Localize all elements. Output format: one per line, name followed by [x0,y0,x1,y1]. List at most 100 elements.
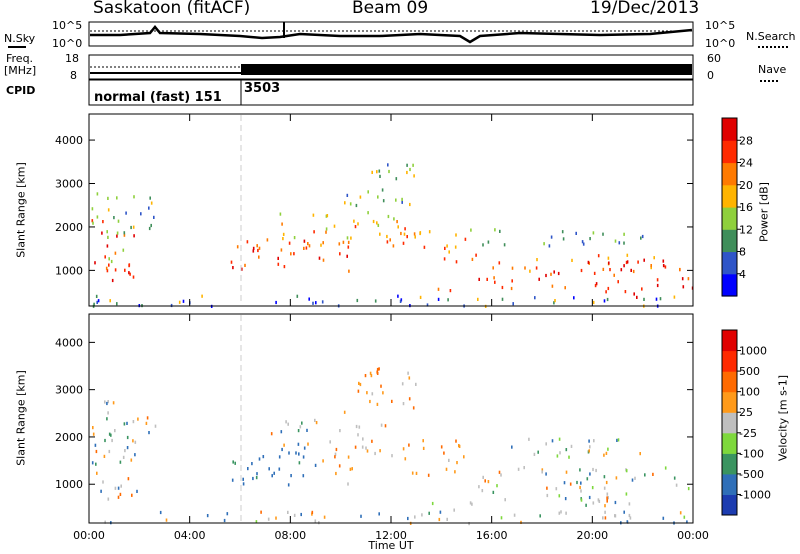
velocity-cell [603,453,605,457]
velocity-cell [134,453,136,457]
velocity-cell [415,382,417,386]
velocity-cell [546,493,549,498]
power-cell [580,268,583,273]
power-cell [437,287,440,291]
power-cell [478,277,480,281]
velocity-cell [100,489,102,493]
power-cell [551,284,554,288]
velocity-cell [568,455,570,459]
velocity-cell [382,391,384,395]
power-ylabel: Slant Range [km] [14,162,28,258]
freq-panel-frame [88,54,694,80]
velocity-cell [401,382,404,386]
velocity-colorbar-tick-label: -25 [739,427,757,440]
power-cell [303,239,306,243]
noise-left-tick-top: 10^5 [52,19,83,32]
velocity-cell [454,470,456,474]
power-cell [643,297,645,301]
power-cell [129,272,131,276]
velocity-cell [376,367,379,372]
velocity-cell [580,489,582,493]
beam-title: Beam 09 [352,0,429,18]
power-cell [201,294,203,298]
velocity-cell [644,473,646,477]
power-cell [102,220,104,224]
power-cell [91,219,94,223]
velocity-cell [287,483,290,487]
power-cell [92,221,94,225]
velocity-cell [380,384,382,388]
power-cell [455,233,457,237]
power-cell [633,292,635,296]
power-colorbar-label: Power [dB] [757,182,771,242]
power-cell [623,232,625,236]
power-cell [107,208,110,212]
power-cell [133,234,135,238]
velocity-cell [411,471,414,475]
velocity-cell [556,454,559,458]
x-tick-label: 20:00 [576,529,608,542]
velocity-cell [104,400,106,404]
power-cell [494,228,496,232]
power-cell [662,259,665,263]
velocity-cell [314,418,316,422]
velocity-cell [662,516,665,520]
velocity-cell [347,455,350,459]
velocity-cell [456,461,458,465]
velocity-cell [278,467,281,471]
velocity-cell [297,442,300,446]
velocity-cell [422,439,424,443]
power-cell [150,201,153,205]
power-cell [397,225,399,229]
velocity-cell [137,417,139,421]
velocity-cell [256,472,258,476]
velocity-ytick-label: 1000 [55,478,83,491]
velocity-cell [628,502,631,506]
power-colorbar-swatch [722,184,737,208]
power-cell [281,222,283,226]
velocity-cell [545,442,547,446]
velocity-cell [268,467,270,471]
power-cell [133,195,135,199]
velocity-ytick-label: 2000 [55,431,83,444]
velocity-cell [415,471,418,475]
power-cell [109,299,111,303]
power-cell [447,298,449,302]
x-tick-label: 16:00 [476,529,508,542]
power-cell [104,255,106,259]
x-axis-title: Time UT [368,539,414,552]
velocity-cell [136,489,138,493]
velocity-cell [123,422,126,426]
velocity-cell [311,512,313,516]
power-cell [620,268,623,272]
velocity-cell [247,467,249,471]
power-cell [636,295,638,299]
power-cell [449,289,452,293]
velocity-cell [570,444,573,448]
noise-sky-legend [8,46,26,48]
velocity-cell [131,493,133,497]
velocity-cell [127,477,130,481]
power-cell [117,219,120,223]
noise-panel [88,21,694,47]
velocity-colorbar-swatch [722,494,737,516]
velocity-colorbar-swatch [722,473,737,495]
velocity-cell [533,452,536,456]
velocity-axes: 1000 2000 3000 4000 00:00 04:00 08:00 12:00 16:0… [55,314,709,542]
power-cell [592,231,595,235]
velocity-cell [631,478,634,482]
velocity-colorbar-swatch [722,453,737,475]
velocity-cell [428,511,430,515]
velocity-cell [287,510,289,514]
velocity-colorbar-tick-label: 100 [739,386,760,399]
velocity-cell [306,428,308,432]
power-cell [182,299,185,303]
velocity-cell [366,449,369,453]
power-cell [113,216,115,220]
power-cell [548,244,551,248]
power-cell [256,244,258,248]
velocity-cell [339,429,341,433]
power-cell [111,278,114,283]
velocity-cell [625,492,628,496]
velocity-cell [114,429,116,433]
